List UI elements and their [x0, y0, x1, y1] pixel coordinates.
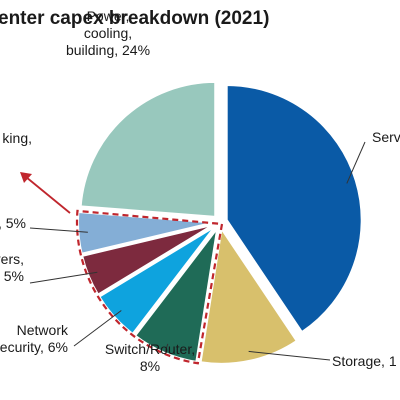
slice-label: , 5%	[0, 215, 26, 231]
annotation-arrow	[20, 172, 71, 214]
slice-label: Serv	[372, 129, 400, 145]
highlight-outline	[75, 209, 224, 365]
pie-slice	[97, 225, 216, 336]
slice-label: Storage, 1	[332, 353, 397, 369]
leader-line	[164, 343, 169, 353]
slice-label: Power, cooling, building, 24%	[66, 8, 150, 58]
leader-line	[29, 227, 88, 233]
annotation-arrow-head	[20, 172, 32, 183]
leader-line	[29, 271, 98, 284]
annotation-label: king,	[2, 130, 32, 146]
slice-label: sceivers,5%	[0, 251, 24, 284]
pie-slice	[133, 227, 219, 363]
pie-slice	[79, 80, 217, 218]
pie-slice	[80, 223, 215, 296]
annotation-arrow-line	[25, 176, 71, 214]
leader-line	[73, 310, 122, 347]
leader-line	[248, 350, 331, 361]
chart-title: enter capex breakdown (2021)	[0, 8, 269, 29]
pie-slice	[199, 226, 299, 365]
slice-label: Network security, 6%	[0, 322, 69, 355]
leader-line	[346, 141, 366, 184]
slice-label: Switch/Router, 8%	[105, 341, 195, 374]
pie-slice	[225, 83, 363, 334]
